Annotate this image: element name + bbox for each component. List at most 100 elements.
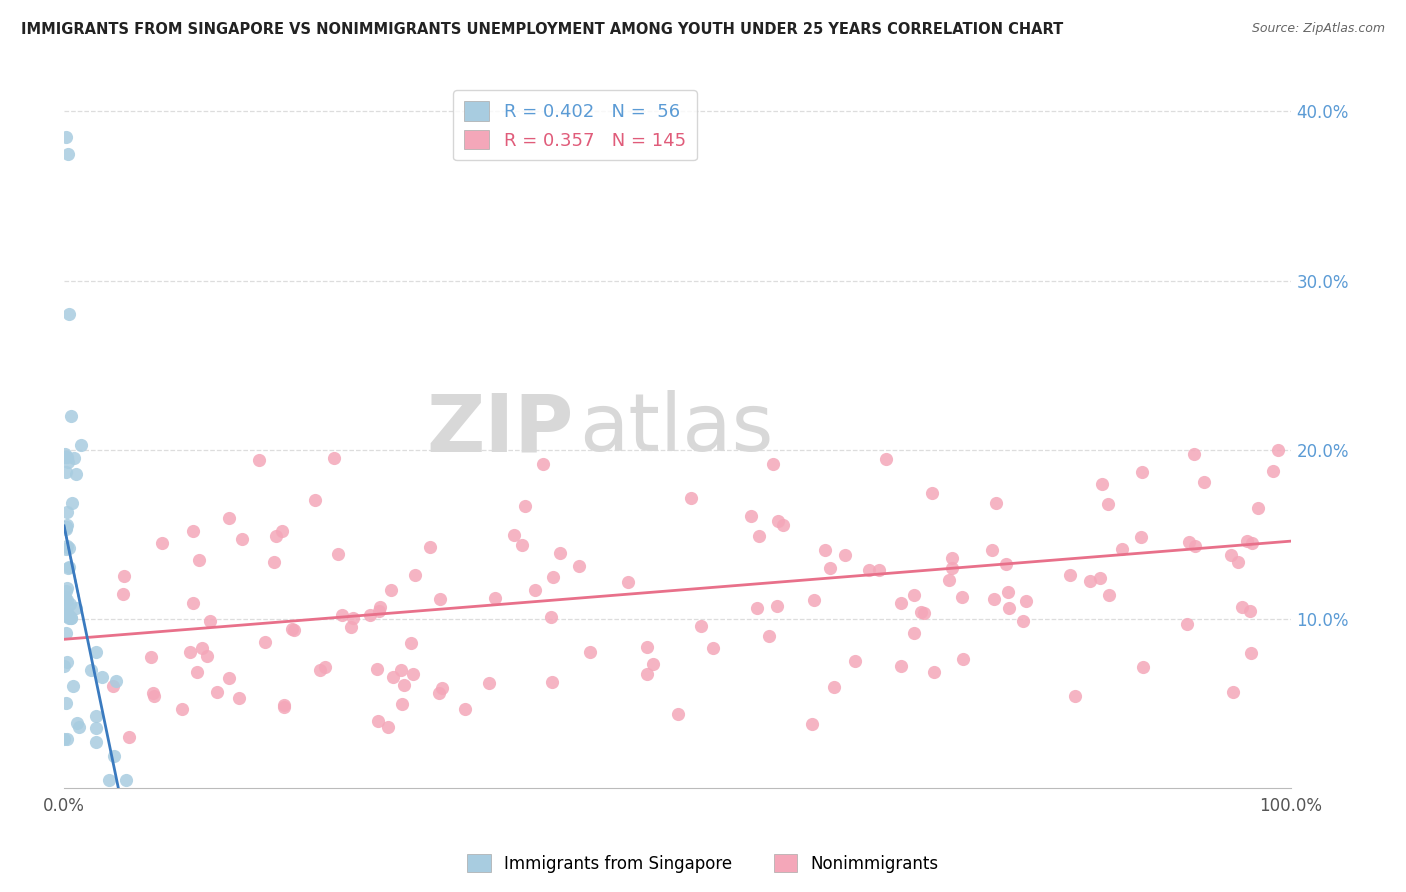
- Point: [1177, 535, 1199, 549]
- Point: [1241, 536, 1264, 550]
- Point: [53, 450, 76, 465]
- Point: [112, 587, 135, 601]
- Point: [429, 592, 451, 607]
- Point: [91, 670, 114, 684]
- Point: [512, 538, 534, 552]
- Point: [389, 663, 412, 677]
- Point: [941, 560, 963, 574]
- Point: [984, 496, 1007, 510]
- Point: [803, 593, 825, 607]
- Point: [392, 677, 415, 691]
- Point: [921, 486, 943, 500]
- Point: [186, 665, 208, 679]
- Point: [1227, 555, 1250, 569]
- Point: [56, 655, 79, 669]
- Point: [579, 645, 602, 659]
- Point: [868, 563, 890, 577]
- Point: [249, 453, 271, 467]
- Point: [983, 591, 1005, 606]
- Point: [253, 635, 276, 649]
- Point: [56, 455, 79, 469]
- Point: [218, 511, 240, 525]
- Point: [273, 700, 295, 714]
- Point: [740, 509, 762, 524]
- Point: [1222, 685, 1244, 699]
- Point: [56, 607, 79, 621]
- Point: [419, 541, 441, 555]
- Point: [875, 451, 897, 466]
- Text: Source: ZipAtlas.com: Source: ZipAtlas.com: [1251, 22, 1385, 36]
- Point: [1247, 500, 1270, 515]
- Point: [1132, 660, 1154, 674]
- Point: [478, 675, 501, 690]
- Point: [502, 528, 524, 542]
- Point: [772, 518, 794, 533]
- Point: [309, 664, 332, 678]
- Text: atlas: atlas: [579, 391, 773, 468]
- Point: [524, 582, 547, 597]
- Point: [368, 599, 391, 614]
- Point: [766, 514, 789, 528]
- Point: [56, 581, 79, 595]
- Point: [55, 520, 77, 534]
- Point: [63, 451, 86, 466]
- Point: [118, 730, 141, 744]
- Point: [903, 588, 925, 602]
- Point: [541, 675, 564, 690]
- Point: [858, 563, 880, 577]
- Point: [1078, 574, 1101, 589]
- Point: [195, 649, 218, 664]
- Text: IMMIGRANTS FROM SINGAPORE VS NONIMMIGRANTS UNEMPLOYMENT AMONG YOUTH UNDER 25 YEA: IMMIGRANTS FROM SINGAPORE VS NONIMMIGRAN…: [21, 22, 1063, 37]
- Point: [80, 663, 103, 677]
- Point: [689, 619, 711, 633]
- Point: [404, 568, 426, 582]
- Point: [981, 542, 1004, 557]
- Point: [58, 560, 80, 574]
- Point: [636, 667, 658, 681]
- Point: [205, 685, 228, 699]
- Point: [377, 720, 399, 734]
- Point: [617, 575, 640, 590]
- Point: [114, 772, 136, 787]
- Point: [281, 622, 304, 636]
- Point: [762, 457, 785, 471]
- Point: [952, 651, 974, 665]
- Point: [139, 650, 162, 665]
- Point: [568, 559, 591, 574]
- Point: [1097, 497, 1119, 511]
- Point: [55, 583, 77, 598]
- Point: [264, 528, 287, 542]
- Point: [641, 657, 664, 672]
- Point: [58, 609, 80, 624]
- Point: [86, 721, 108, 735]
- Point: [231, 533, 253, 547]
- Point: [820, 561, 842, 575]
- Point: [1182, 447, 1205, 461]
- Point: [55, 522, 77, 536]
- Point: [150, 535, 173, 549]
- Point: [53, 597, 76, 611]
- Legend: Immigrants from Singapore, Nonimmigrants: Immigrants from Singapore, Nonimmigrants: [461, 847, 945, 880]
- Point: [1192, 475, 1215, 489]
- Point: [59, 597, 82, 611]
- Point: [53, 659, 76, 673]
- Point: [997, 585, 1019, 599]
- Point: [1015, 594, 1038, 608]
- Point: [67, 720, 90, 734]
- Point: [101, 679, 124, 693]
- Point: [179, 645, 201, 659]
- Point: [273, 698, 295, 712]
- Point: [666, 707, 689, 722]
- Point: [60, 496, 83, 510]
- Point: [60, 409, 83, 423]
- Point: [56, 450, 79, 465]
- Point: [484, 591, 506, 606]
- Point: [326, 547, 349, 561]
- Point: [84, 735, 107, 749]
- Point: [53, 447, 76, 461]
- Point: [367, 714, 389, 729]
- Point: [399, 636, 422, 650]
- Point: [228, 691, 250, 706]
- Point: [548, 546, 571, 560]
- Point: [270, 524, 292, 538]
